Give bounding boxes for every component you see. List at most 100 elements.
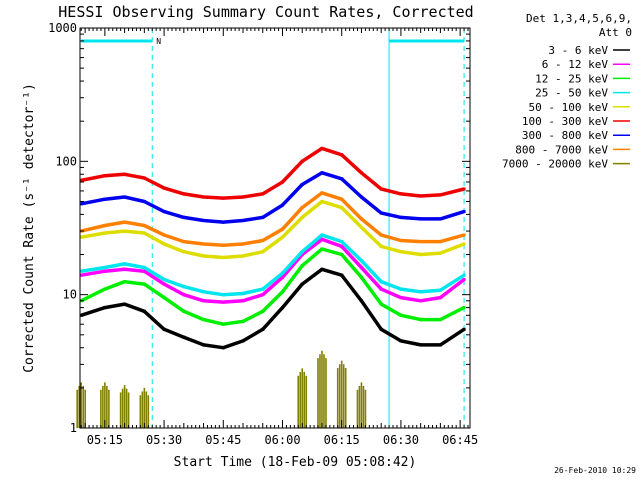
data-point [419,318,423,322]
data-point [182,285,186,289]
data-point [399,250,403,254]
data-point [340,153,344,157]
data-point [123,262,127,266]
data-point [281,180,284,184]
timestamp-label: 26-Feb-2010 10:29 [554,466,636,475]
data-point [379,287,383,291]
data-point [300,206,304,210]
data-point [359,299,363,303]
x-tick-label: 05:15 [87,433,123,447]
data-point [261,293,265,297]
data-point [79,202,83,206]
data-point [241,218,245,222]
data-point [281,271,284,275]
x-axis: 05:15 05:30 05:45 06:00 06:15 06:30 06:45 [80,28,478,447]
data-point [438,318,442,322]
data-point [202,242,206,246]
data-point [438,343,442,347]
data-point [281,290,284,294]
data-point [123,302,127,306]
data-point [419,343,423,347]
data-point [340,206,344,210]
data-point [340,197,344,201]
plot-area: N 1 10 100 1000 05:15 05:30 05:45 06:00 06:15 06… [48,21,478,447]
data-point [241,319,245,323]
data-point [359,265,363,269]
data-point [162,233,166,237]
data-point [320,247,324,251]
data-point [438,251,442,255]
data-point [462,187,466,191]
data-point [281,227,284,231]
data-point [79,235,83,239]
data-point [359,259,363,263]
data-point [359,225,363,229]
data-point [142,282,146,286]
data-point [182,215,186,219]
data-point [320,199,324,203]
data-point [103,265,107,269]
data-point [103,231,107,235]
data-point [202,218,206,222]
data-point [162,277,166,281]
data-point [399,313,403,317]
data-point [79,273,83,277]
data-point [162,327,166,331]
data-point [379,244,383,248]
data-point [261,309,265,313]
legend-label: 800 - 7000 keV [515,143,608,156]
data-point [123,195,127,199]
data-point [281,203,284,207]
data-point [300,264,304,268]
data-point [462,242,466,246]
data-point [419,299,423,303]
y-axis: 1 10 100 1000 [48,21,470,435]
data-point [142,309,146,313]
series-line [80,199,465,260]
data-point [221,322,225,326]
series-line [80,247,465,326]
legend-label: 25 - 50 keV [535,87,608,100]
data-point [419,240,423,244]
data-point [281,306,284,310]
data-point [241,292,245,296]
data-point [359,195,363,199]
data-point [438,296,442,300]
data-point [399,238,403,242]
data-point [162,242,166,246]
legend-label: 100 - 300 keV [522,115,608,128]
data-point [261,192,265,196]
data-point [103,269,107,273]
data-point [103,224,107,228]
data-point [399,192,403,196]
data-point [419,194,423,198]
data-point [182,240,186,244]
x-tick-label: 06:15 [324,433,360,447]
data-point [79,269,83,273]
y-tick-label: 10 [63,288,77,302]
data-point [202,343,206,347]
data-point [379,211,383,215]
data-point [123,229,127,233]
data-point [241,254,245,258]
legend-label: 6 - 12 keV [542,58,609,71]
legend-label: 7000 - 20000 keV [502,158,608,171]
data-point [241,242,245,246]
data-point [241,299,245,303]
data-point [182,293,186,297]
data-point [340,177,344,181]
plot-frame [79,27,471,429]
data-point [123,267,127,271]
data-point [379,327,383,331]
data-point [462,210,466,214]
data-point [162,186,166,190]
data-point [261,250,265,254]
data-point [221,255,225,259]
data-point [320,267,324,271]
data-point [340,244,344,248]
legend-label: 300 - 800 keV [522,129,608,142]
data-point [142,224,146,228]
overlay-markers: N [81,28,465,428]
data-point [438,217,442,221]
data-point [320,146,324,150]
